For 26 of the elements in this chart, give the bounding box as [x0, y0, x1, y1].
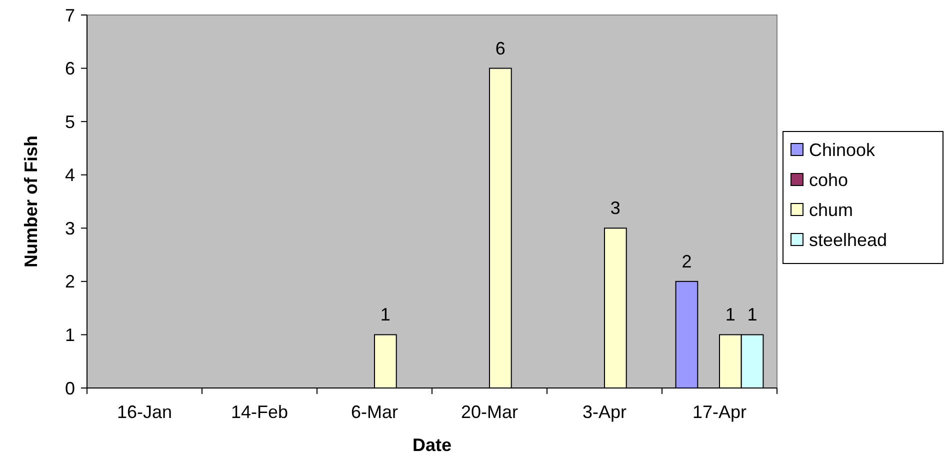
data-label: 1 [380, 304, 390, 325]
y-tick-label: 2 [64, 272, 75, 292]
y-tick-label: 7 [64, 5, 75, 26]
legend-label: chum [809, 200, 854, 220]
y-tick-label: 0 [64, 378, 75, 398]
data-label: 6 [495, 38, 506, 58]
data-label: 3 [610, 198, 620, 218]
y-axis-title: Number of Fish [21, 135, 41, 268]
y-tick-label: 4 [64, 165, 75, 186]
x-tick-label: 16-Jan [116, 402, 172, 422]
x-tick-label: 20-Mar [460, 402, 518, 422]
x-tick-label: 14-Feb [230, 402, 288, 422]
x-axis-title: Date [412, 435, 452, 455]
legend-label: steelhead [809, 230, 888, 250]
x-tick-label: 6-Mar [350, 402, 398, 422]
y-tick-label: 5 [64, 112, 75, 132]
x-tick-label: 17-Apr [692, 402, 747, 422]
y-tick-label: 6 [64, 58, 75, 79]
legend-label: Chinook [809, 140, 876, 160]
data-label: 2 [682, 251, 692, 272]
y-tick-label: 1 [64, 325, 75, 346]
x-tick-label: 3-Apr [582, 402, 627, 422]
data-label: 1 [725, 304, 736, 325]
legend-label: coho [809, 170, 848, 190]
y-tick-label: 3 [64, 218, 75, 238]
data-label: 1 [747, 304, 758, 325]
